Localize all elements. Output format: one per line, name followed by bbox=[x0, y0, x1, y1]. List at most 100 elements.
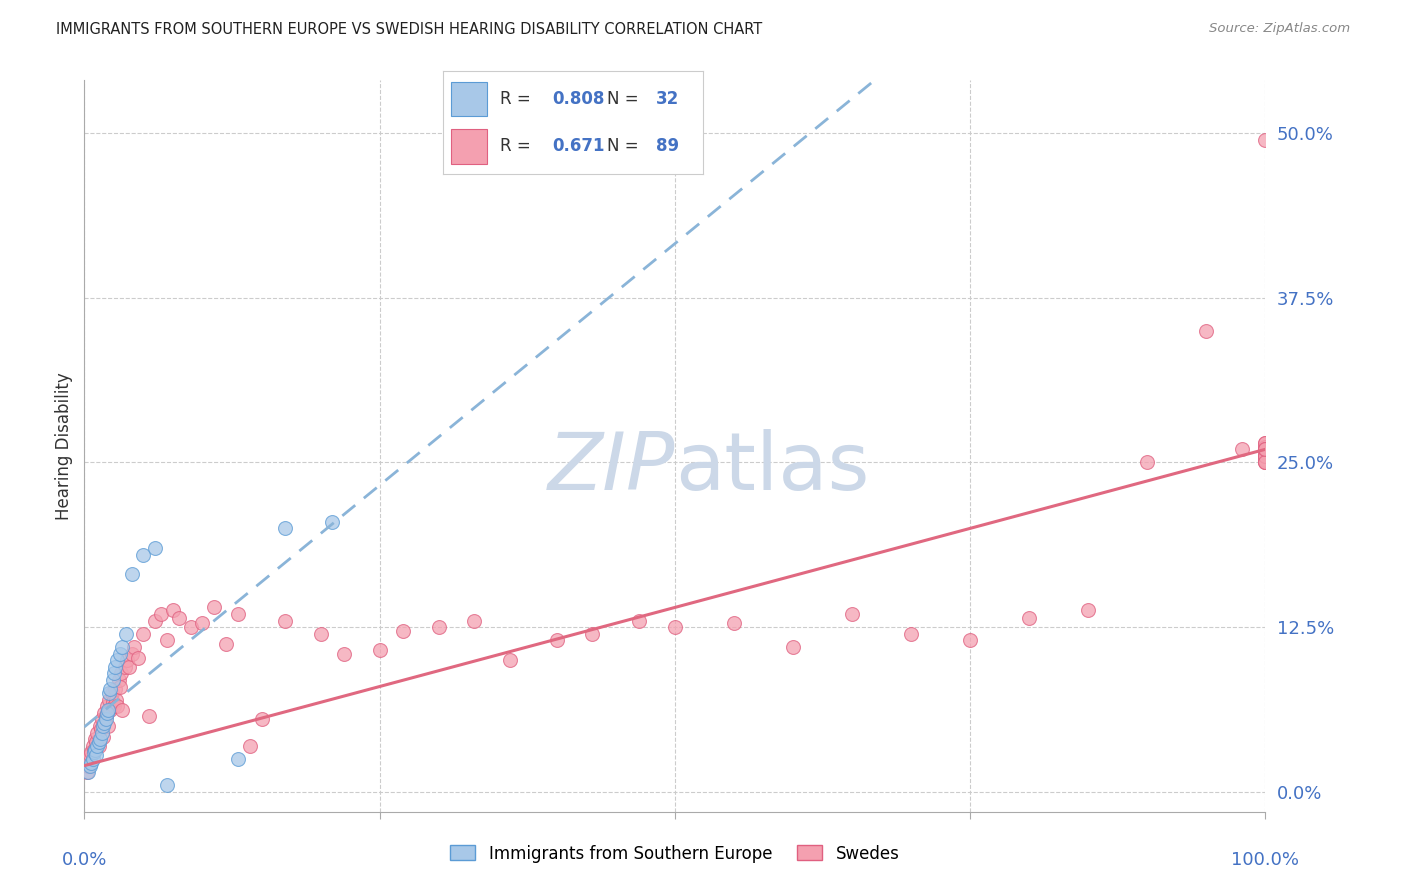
Point bbox=[118, 659, 141, 673]
Point bbox=[143, 614, 166, 628]
Point bbox=[132, 627, 155, 641]
Text: N =: N = bbox=[607, 137, 644, 155]
Point bbox=[103, 666, 125, 681]
Point bbox=[1254, 449, 1277, 463]
Point bbox=[98, 703, 121, 717]
Point bbox=[1254, 445, 1277, 459]
Text: IMMIGRANTS FROM SOUTHERN EUROPE VS SWEDISH HEARING DISABILITY CORRELATION CHART: IMMIGRANTS FROM SOUTHERN EUROPE VS SWEDI… bbox=[56, 22, 762, 37]
Point bbox=[1254, 453, 1277, 467]
Point bbox=[368, 642, 391, 657]
Point bbox=[321, 515, 343, 529]
Point bbox=[76, 765, 98, 780]
Point bbox=[1018, 611, 1040, 625]
Point bbox=[1077, 603, 1099, 617]
Point bbox=[91, 725, 114, 739]
Point bbox=[226, 752, 249, 766]
Point bbox=[498, 653, 520, 667]
Point bbox=[82, 752, 104, 766]
Point bbox=[274, 521, 297, 535]
Point bbox=[1254, 435, 1277, 450]
Point bbox=[101, 695, 124, 709]
Point bbox=[97, 719, 120, 733]
Point bbox=[89, 732, 111, 747]
Text: atlas: atlas bbox=[675, 429, 869, 507]
Point bbox=[392, 624, 415, 639]
Point bbox=[628, 614, 651, 628]
Point bbox=[89, 719, 111, 733]
Point bbox=[94, 713, 117, 727]
Point bbox=[1254, 449, 1277, 463]
Point bbox=[86, 725, 108, 739]
Text: 0.808: 0.808 bbox=[553, 90, 605, 108]
Point bbox=[91, 730, 114, 744]
Point bbox=[150, 607, 173, 621]
Point bbox=[77, 758, 100, 772]
Point bbox=[723, 616, 745, 631]
Point bbox=[77, 765, 100, 780]
Point bbox=[546, 633, 568, 648]
Point bbox=[581, 627, 603, 641]
Point bbox=[115, 653, 138, 667]
Point bbox=[91, 713, 114, 727]
Point bbox=[156, 778, 179, 792]
Text: ZIP: ZIP bbox=[547, 429, 675, 507]
Point bbox=[83, 746, 105, 760]
Point bbox=[103, 699, 125, 714]
Point bbox=[80, 746, 103, 760]
Point bbox=[110, 666, 132, 681]
Point bbox=[114, 627, 136, 641]
Point bbox=[900, 627, 922, 641]
Point bbox=[86, 739, 108, 753]
Point bbox=[274, 614, 297, 628]
Point bbox=[309, 627, 332, 641]
Point bbox=[104, 682, 127, 697]
Point bbox=[1254, 442, 1277, 457]
Point bbox=[1254, 442, 1277, 457]
Point bbox=[782, 640, 804, 654]
Point bbox=[215, 637, 238, 651]
Point bbox=[239, 739, 262, 753]
Point bbox=[87, 739, 110, 753]
Point bbox=[226, 607, 249, 621]
Point bbox=[98, 692, 121, 706]
Point bbox=[841, 607, 863, 621]
Point bbox=[1254, 455, 1277, 469]
Point bbox=[84, 743, 107, 757]
Point bbox=[250, 713, 273, 727]
Point bbox=[167, 611, 190, 625]
Point bbox=[105, 692, 128, 706]
Point bbox=[1254, 442, 1277, 457]
Text: 32: 32 bbox=[657, 90, 679, 108]
Point bbox=[107, 673, 129, 687]
Text: N =: N = bbox=[607, 90, 644, 108]
Point bbox=[463, 614, 485, 628]
Point bbox=[1254, 440, 1277, 454]
Point bbox=[79, 758, 101, 772]
Point bbox=[121, 567, 143, 582]
Point bbox=[427, 620, 450, 634]
Y-axis label: Hearing Disability: Hearing Disability bbox=[55, 372, 73, 520]
Point bbox=[79, 747, 101, 762]
Point bbox=[93, 716, 115, 731]
Text: 89: 89 bbox=[657, 137, 679, 155]
Point bbox=[96, 699, 118, 714]
Point bbox=[1195, 324, 1218, 338]
Point bbox=[111, 703, 134, 717]
Point bbox=[202, 600, 225, 615]
Point bbox=[1254, 435, 1277, 450]
Point bbox=[1230, 442, 1253, 457]
Point bbox=[1254, 132, 1277, 146]
Point bbox=[1136, 455, 1159, 469]
Text: R =: R = bbox=[501, 90, 536, 108]
Point bbox=[107, 699, 129, 714]
Point bbox=[87, 735, 110, 749]
Text: 0.671: 0.671 bbox=[553, 137, 605, 155]
Point bbox=[90, 722, 112, 736]
Point bbox=[84, 735, 107, 749]
Point bbox=[107, 653, 129, 667]
Point bbox=[156, 633, 179, 648]
Point bbox=[121, 647, 143, 661]
Point bbox=[100, 686, 122, 700]
Legend: Immigrants from Southern Europe, Swedes: Immigrants from Southern Europe, Swedes bbox=[444, 838, 905, 869]
Bar bbox=[451, 81, 486, 117]
